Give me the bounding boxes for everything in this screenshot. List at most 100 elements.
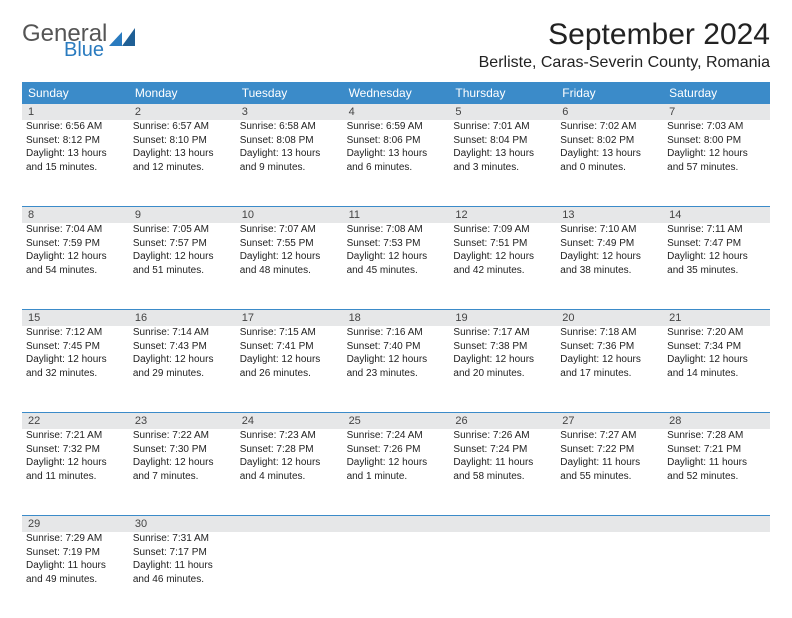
weekday-label: Wednesday <box>343 82 450 104</box>
daylight-text: and 54 minutes. <box>26 264 125 278</box>
daylight-text: Daylight: 12 hours <box>133 250 232 264</box>
page-header: General Blue September 2024 Berliste, Ca… <box>22 18 770 76</box>
daylight-text: Daylight: 11 hours <box>26 559 125 573</box>
day-number: 28 <box>663 413 770 429</box>
sunrise-text: Sunrise: 7:03 AM <box>667 120 766 134</box>
daylight-text: and 15 minutes. <box>26 161 125 175</box>
calendar-day-cell: Sunrise: 7:16 AMSunset: 7:40 PMDaylight:… <box>343 326 450 412</box>
daylight-text: Daylight: 11 hours <box>453 456 552 470</box>
day-number-row: 22232425262728 <box>22 413 770 429</box>
daylight-text: Daylight: 12 hours <box>26 353 125 367</box>
day-number: 15 <box>22 310 129 326</box>
sunset-text: Sunset: 7:38 PM <box>453 340 552 354</box>
weekday-header-row: Sunday Monday Tuesday Wednesday Thursday… <box>22 82 770 104</box>
daylight-text: Daylight: 12 hours <box>347 456 446 470</box>
daylight-text: and 45 minutes. <box>347 264 446 278</box>
day-number <box>236 516 343 532</box>
day-number: 24 <box>236 413 343 429</box>
daylight-text: Daylight: 11 hours <box>667 456 766 470</box>
sunrise-text: Sunrise: 7:12 AM <box>26 326 125 340</box>
daylight-text: Daylight: 11 hours <box>560 456 659 470</box>
weekday-label: Tuesday <box>236 82 343 104</box>
calendar-day-cell: Sunrise: 7:17 AMSunset: 7:38 PMDaylight:… <box>449 326 556 412</box>
location-subtitle: Berliste, Caras-Severin County, Romania <box>479 54 770 72</box>
calendar-day-cell: Sunrise: 7:23 AMSunset: 7:28 PMDaylight:… <box>236 429 343 515</box>
day-number: 12 <box>449 207 556 223</box>
weekday-label: Thursday <box>449 82 556 104</box>
weeks-container: 1234567Sunrise: 6:56 AMSunset: 8:12 PMDa… <box>22 104 770 618</box>
calendar-day-cell: Sunrise: 7:29 AMSunset: 7:19 PMDaylight:… <box>22 532 129 618</box>
sunset-text: Sunset: 7:40 PM <box>347 340 446 354</box>
day-number: 21 <box>663 310 770 326</box>
weekday-label: Saturday <box>663 82 770 104</box>
day-number-row: 2930 <box>22 516 770 532</box>
sunset-text: Sunset: 8:02 PM <box>560 134 659 148</box>
sunset-text: Sunset: 7:57 PM <box>133 237 232 251</box>
day-number: 30 <box>129 516 236 532</box>
daylight-text: Daylight: 12 hours <box>347 353 446 367</box>
daylight-text: Daylight: 12 hours <box>453 353 552 367</box>
sunset-text: Sunset: 7:32 PM <box>26 443 125 457</box>
daylight-text: Daylight: 13 hours <box>133 147 232 161</box>
calendar-week-row: Sunrise: 7:04 AMSunset: 7:59 PMDaylight:… <box>22 223 770 310</box>
sunset-text: Sunset: 7:59 PM <box>26 237 125 251</box>
sunrise-text: Sunrise: 6:56 AM <box>26 120 125 134</box>
daylight-text: and 51 minutes. <box>133 264 232 278</box>
sunrise-text: Sunrise: 7:02 AM <box>560 120 659 134</box>
daylight-text: and 11 minutes. <box>26 470 125 484</box>
day-number: 13 <box>556 207 663 223</box>
day-number: 29 <box>22 516 129 532</box>
calendar-day-cell: Sunrise: 7:02 AMSunset: 8:02 PMDaylight:… <box>556 120 663 206</box>
sunrise-text: Sunrise: 6:59 AM <box>347 120 446 134</box>
sunset-text: Sunset: 8:08 PM <box>240 134 339 148</box>
calendar-day-cell <box>663 532 770 618</box>
day-number-row: 891011121314 <box>22 207 770 223</box>
sunrise-text: Sunrise: 7:18 AM <box>560 326 659 340</box>
sunrise-text: Sunrise: 7:08 AM <box>347 223 446 237</box>
day-number: 22 <box>22 413 129 429</box>
daylight-text: and 17 minutes. <box>560 367 659 381</box>
sunrise-text: Sunrise: 7:23 AM <box>240 429 339 443</box>
weekday-label: Sunday <box>22 82 129 104</box>
sunset-text: Sunset: 7:55 PM <box>240 237 339 251</box>
sunset-text: Sunset: 7:53 PM <box>347 237 446 251</box>
daylight-text: Daylight: 12 hours <box>560 250 659 264</box>
sunset-text: Sunset: 7:45 PM <box>26 340 125 354</box>
sunset-text: Sunset: 7:30 PM <box>133 443 232 457</box>
daylight-text: Daylight: 12 hours <box>453 250 552 264</box>
daylight-text: Daylight: 12 hours <box>667 147 766 161</box>
sunset-text: Sunset: 8:12 PM <box>26 134 125 148</box>
calendar-day-cell: Sunrise: 7:07 AMSunset: 7:55 PMDaylight:… <box>236 223 343 309</box>
day-number: 7 <box>663 104 770 120</box>
title-block: September 2024 Berliste, Caras-Severin C… <box>479 18 770 76</box>
calendar-day-cell: Sunrise: 6:56 AMSunset: 8:12 PMDaylight:… <box>22 120 129 206</box>
calendar-day-cell: Sunrise: 7:21 AMSunset: 7:32 PMDaylight:… <box>22 429 129 515</box>
sunrise-text: Sunrise: 7:21 AM <box>26 429 125 443</box>
sunset-text: Sunset: 7:28 PM <box>240 443 339 457</box>
calendar-day-cell <box>556 532 663 618</box>
sunset-text: Sunset: 7:41 PM <box>240 340 339 354</box>
day-number: 18 <box>343 310 450 326</box>
calendar-day-cell: Sunrise: 7:03 AMSunset: 8:00 PMDaylight:… <box>663 120 770 206</box>
daylight-text: Daylight: 12 hours <box>667 353 766 367</box>
sunrise-text: Sunrise: 7:01 AM <box>453 120 552 134</box>
calendar-day-cell: Sunrise: 7:05 AMSunset: 7:57 PMDaylight:… <box>129 223 236 309</box>
calendar-week-row: Sunrise: 7:21 AMSunset: 7:32 PMDaylight:… <box>22 429 770 516</box>
calendar-day-cell: Sunrise: 7:28 AMSunset: 7:21 PMDaylight:… <box>663 429 770 515</box>
daylight-text: and 48 minutes. <box>240 264 339 278</box>
sunrise-text: Sunrise: 6:58 AM <box>240 120 339 134</box>
day-number <box>343 516 450 532</box>
day-number-row: 15161718192021 <box>22 310 770 326</box>
sunset-text: Sunset: 7:36 PM <box>560 340 659 354</box>
calendar-week-row: Sunrise: 7:29 AMSunset: 7:19 PMDaylight:… <box>22 532 770 618</box>
calendar-day-cell: Sunrise: 7:01 AMSunset: 8:04 PMDaylight:… <box>449 120 556 206</box>
day-number: 11 <box>343 207 450 223</box>
daylight-text: and 52 minutes. <box>667 470 766 484</box>
day-number: 20 <box>556 310 663 326</box>
daylight-text: Daylight: 11 hours <box>133 559 232 573</box>
calendar-day-cell: Sunrise: 7:24 AMSunset: 7:26 PMDaylight:… <box>343 429 450 515</box>
daylight-text: and 58 minutes. <box>453 470 552 484</box>
weekday-label: Monday <box>129 82 236 104</box>
day-number: 4 <box>343 104 450 120</box>
daylight-text: Daylight: 12 hours <box>26 456 125 470</box>
